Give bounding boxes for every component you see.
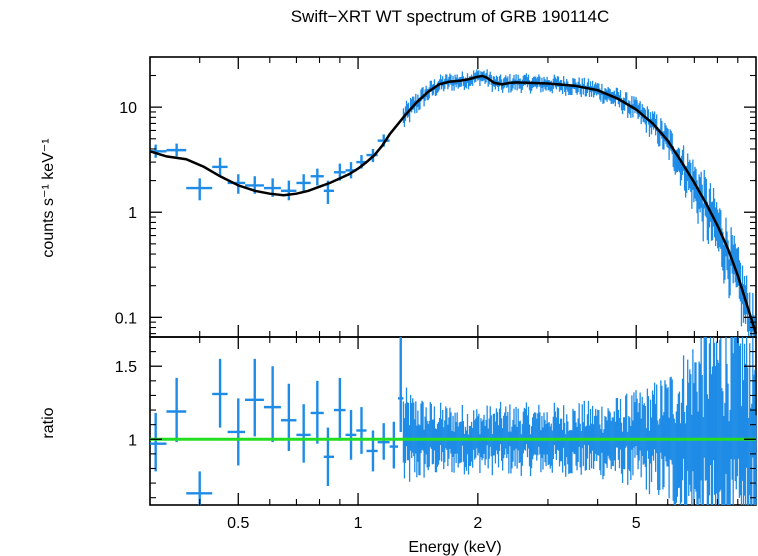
ratio-point: [366, 430, 378, 472]
ratio-point: [334, 377, 346, 441]
x-tick-label: 5: [632, 515, 641, 532]
ratio-point: [227, 398, 246, 466]
spectrum-data-points: [150, 134, 390, 204]
ratio-point: [212, 358, 228, 428]
spectrum-point: [296, 174, 311, 191]
x-tick-label: 2: [473, 515, 482, 532]
x-axis-label: Energy (keV): [408, 539, 501, 556]
y-tick-label: 1: [128, 432, 137, 449]
ratio-point: [310, 380, 324, 444]
ratio-point: [389, 421, 399, 469]
y-tick-label: 10: [119, 100, 137, 117]
spectrum-panel: 10 1 0.1: [115, 56, 758, 338]
spectrum-point: [186, 178, 213, 201]
spectrum-point: [227, 174, 246, 194]
x-tick-label: 0.5: [227, 515, 249, 532]
ratio-panel: 0.5 1 2 5 1.5 1: [115, 336, 757, 532]
spectrum-point: [166, 143, 187, 157]
ratio-y-axis-label: ratio: [40, 407, 57, 438]
spectrum-point: [212, 157, 228, 177]
ratio-point: [296, 404, 311, 463]
spectrum-dense-data-bins: [402, 69, 757, 337]
ratio-point: [245, 358, 264, 437]
spectrum-plot-frame: [149, 56, 757, 338]
y-tick-label: 0.1: [115, 310, 137, 327]
y-tick-label: 1: [128, 205, 137, 222]
spectrum-model-curve: [149, 74, 758, 334]
ratio-point: [377, 423, 390, 460]
chart-title: Swift−XRT WT spectrum of GRB 190114C: [291, 7, 610, 26]
spectrum-point: [280, 180, 297, 201]
ratio-dense-data-bins: [402, 337, 757, 505]
ratio-point: [356, 407, 367, 454]
ratio-data-points: [150, 337, 404, 505]
ratio-point: [323, 427, 335, 487]
y-tick-label: 1.5: [115, 359, 137, 376]
ratio-point: [150, 412, 167, 472]
spectrum-y-axis-label: counts s⁻¹ keV⁻¹: [40, 138, 57, 257]
spectrum-axis-ticks: 10 1 0.1: [115, 56, 756, 337]
ratio-point: [345, 410, 357, 460]
ratio-point: [166, 377, 187, 443]
x-tick-label: 1: [354, 515, 363, 532]
ratio-point: [263, 366, 281, 443]
ratio-axis-ticks: 0.5 1 2 5 1.5 1: [115, 336, 756, 532]
ratio-point: [398, 337, 404, 432]
ratio-point: [280, 383, 297, 451]
spectrum-point: [310, 168, 324, 186]
